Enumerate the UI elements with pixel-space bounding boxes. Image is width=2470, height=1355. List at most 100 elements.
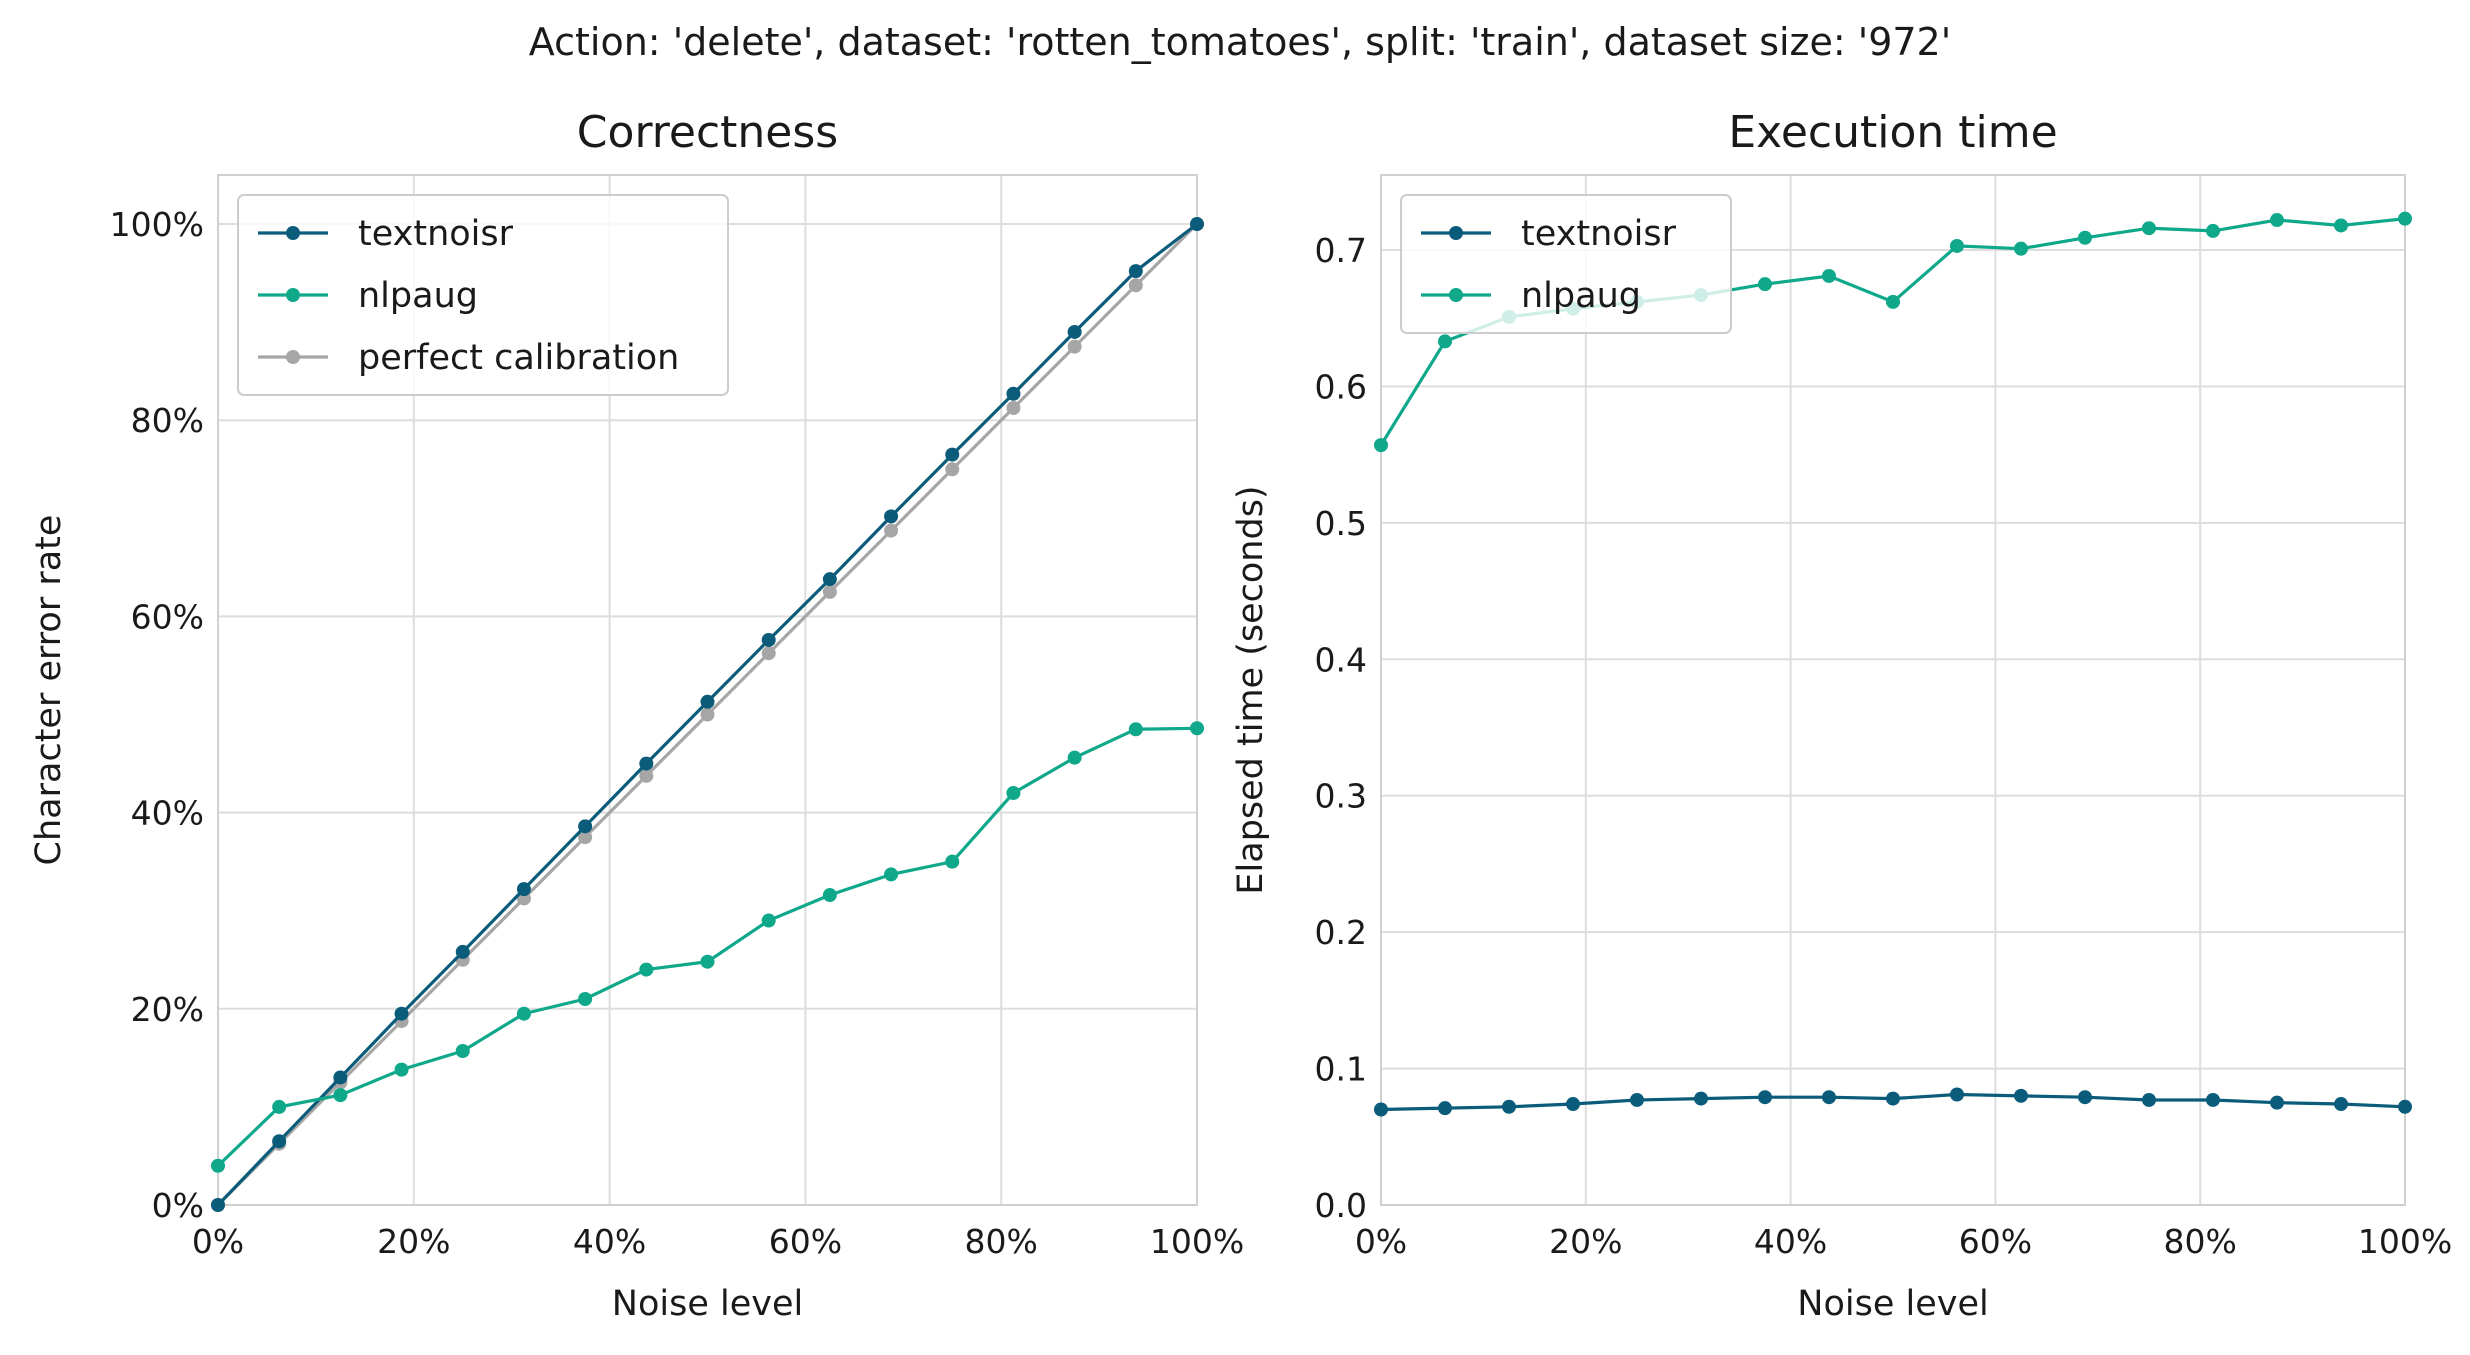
panel1-point-textnoisr: [1374, 1102, 1388, 1117]
panel1-point-textnoisr: [1886, 1091, 1900, 1106]
panel1-point-nlpaug: [1374, 438, 1388, 453]
panel0-point-textnoisr: [639, 756, 654, 771]
panel1-x-tick-label: 100%: [2358, 1222, 2452, 1261]
panel0-point-textnoisr: [272, 1134, 287, 1149]
panel1-point-textnoisr: [1438, 1101, 1452, 1116]
panel1-point-textnoisr: [1758, 1090, 1772, 1105]
panel0-point-nlpaug: [761, 913, 776, 928]
panel1-x-axis-label: Noise level: [1797, 1284, 1988, 1324]
panel1-point-nlpaug: [2334, 218, 2348, 233]
panel0-y-tick-label: 40%: [131, 794, 204, 833]
panel1-point-textnoisr: [2270, 1095, 2284, 1110]
panel1-legend-marker-textnoisr: [1449, 226, 1463, 240]
panel0-point-nlpaug: [822, 888, 837, 903]
panel1-point-textnoisr: [2334, 1097, 2348, 1112]
panel0-x-axis-label: Noise level: [612, 1284, 803, 1324]
panel0-point-textnoisr: [211, 1198, 225, 1212]
panel0-point-textnoisr: [1190, 217, 1204, 232]
panel0-legend-marker-nlpaug: [286, 288, 300, 302]
panel1-point-nlpaug: [2014, 241, 2028, 256]
panel1-point-textnoisr: [1566, 1097, 1580, 1112]
panel1-point-textnoisr: [1822, 1090, 1836, 1105]
panel0-y-tick-label: 0%: [152, 1186, 204, 1225]
panel1-point-nlpaug: [2270, 213, 2284, 228]
panel0-point-perfect-calibration: [639, 768, 654, 783]
panel1-y-tick-label: 0.4: [1315, 640, 1367, 679]
panel1-legend-label-textnoisr: textnoisr: [1521, 214, 1677, 254]
panel0-series-nlpaug: [211, 721, 1204, 1173]
panel1-point-textnoisr: [1630, 1092, 1644, 1107]
panel0-point-nlpaug: [700, 954, 715, 969]
panel0-point-nlpaug: [945, 854, 960, 869]
panel0-point-nlpaug: [516, 1006, 531, 1021]
panel1-point-nlpaug: [1950, 238, 1964, 253]
panel0-legend-label-perfect-calibration: perfect calibration: [358, 338, 679, 378]
panel0-point-nlpaug: [1006, 786, 1021, 800]
panel1-point-nlpaug: [1886, 294, 1900, 309]
panel0-y-tick-label: 20%: [131, 990, 204, 1029]
panel0-point-textnoisr: [945, 447, 960, 462]
panel0-point-textnoisr: [1067, 324, 1082, 339]
panel1-point-nlpaug: [1822, 268, 1836, 283]
panel0-point-textnoisr: [884, 509, 899, 524]
panel0-title: Correctness: [577, 107, 838, 158]
panel0-y-axis-label: Character error rate: [29, 515, 69, 866]
figure-suptitle: Action: 'delete', dataset: 'rotten_tomat…: [529, 20, 1951, 64]
panel1-legend-label-nlpaug: nlpaug: [1521, 276, 1641, 316]
panel0-legend-label-nlpaug: nlpaug: [358, 276, 478, 316]
panel1-x-tick-label: 0%: [1355, 1222, 1407, 1261]
panel0-point-perfect-calibration: [761, 646, 776, 661]
panel1-x-tick-label: 80%: [2164, 1222, 2237, 1261]
panel1-legend: textnoisr nlpaug: [1400, 194, 1732, 334]
panel0-point-perfect-calibration: [1006, 400, 1021, 415]
panel0-x-tick-label: 0%: [192, 1222, 244, 1261]
panel0-point-textnoisr: [455, 944, 470, 959]
panel1-y-tick-label: 0.6: [1315, 367, 1367, 406]
panel1-point-textnoisr: [1950, 1087, 1964, 1102]
panel0-point-nlpaug: [272, 1099, 287, 1114]
panel0-x-tick-label: 20%: [377, 1222, 450, 1261]
panel1-point-textnoisr: [2014, 1088, 2028, 1103]
panel1-point-textnoisr: [1694, 1091, 1708, 1106]
panel0-point-textnoisr: [578, 819, 593, 834]
panel0-legend-box: [237, 194, 729, 396]
panel0-point-nlpaug: [1190, 721, 1204, 736]
panel0-point-textnoisr: [822, 572, 837, 587]
panel1-point-textnoisr: [2078, 1090, 2092, 1105]
panel1-point-textnoisr: [2142, 1092, 2156, 1107]
panel0-point-perfect-calibration: [822, 584, 837, 599]
panel0-point-nlpaug: [333, 1088, 348, 1103]
panel1-y-tick-label: 0.1: [1315, 1050, 1367, 1089]
panel0-point-perfect-calibration: [578, 830, 593, 845]
panel1-y-axis-label: Elapsed time (seconds): [1231, 485, 1271, 894]
panel0-x-tick-label: 60%: [769, 1222, 842, 1261]
panel1-series-textnoisr: [1374, 1087, 2412, 1117]
panel0-point-nlpaug: [1128, 722, 1143, 737]
execution-time-panel: 0% 20% 40% 60% 80% 100% 0.0 0.1 0.2 0.3 0.4 0.5 0.6 0…: [1231, 107, 2452, 1324]
panel1-point-textnoisr: [1502, 1099, 1516, 1114]
panel1-point-textnoisr: [2206, 1092, 2220, 1107]
panel1-point-nlpaug: [2078, 230, 2092, 245]
panel0-x-tick-label: 100%: [1150, 1222, 1244, 1261]
panel1-y-tick-label: 0.5: [1315, 504, 1367, 543]
panel1-y-tick-label: 0.3: [1315, 777, 1367, 816]
panel0-point-perfect-calibration: [700, 707, 715, 722]
panel0-point-textnoisr: [1128, 264, 1143, 279]
panel0-point-textnoisr: [394, 1006, 409, 1021]
panel0-point-nlpaug: [578, 992, 593, 1006]
panel1-axes-frame: [1380, 174, 2406, 1206]
panel1-legend-marker-nlpaug: [1449, 288, 1463, 302]
panel0-legend-marker-perfect-calibration: [286, 350, 300, 364]
panel1-x-tick-label: 20%: [1549, 1222, 1622, 1261]
panel0-y-tick-label: 100%: [110, 205, 204, 244]
panel0-point-nlpaug: [639, 962, 654, 977]
panel0-point-perfect-calibration: [884, 523, 899, 538]
panel1-point-textnoisr: [2398, 1099, 2412, 1114]
panel1-point-nlpaug: [2206, 223, 2220, 238]
panel0-point-textnoisr: [333, 1070, 348, 1085]
panel0-point-nlpaug: [211, 1158, 225, 1173]
panel1-legend-box: [1400, 194, 1732, 334]
panel0-point-textnoisr: [761, 632, 776, 647]
panel0-point-textnoisr: [516, 882, 531, 897]
correctness-panel: 0% 20% 40% 60% 80% 100% 0% 20% 40% 60% 80% 100% Corr…: [29, 107, 1244, 1324]
